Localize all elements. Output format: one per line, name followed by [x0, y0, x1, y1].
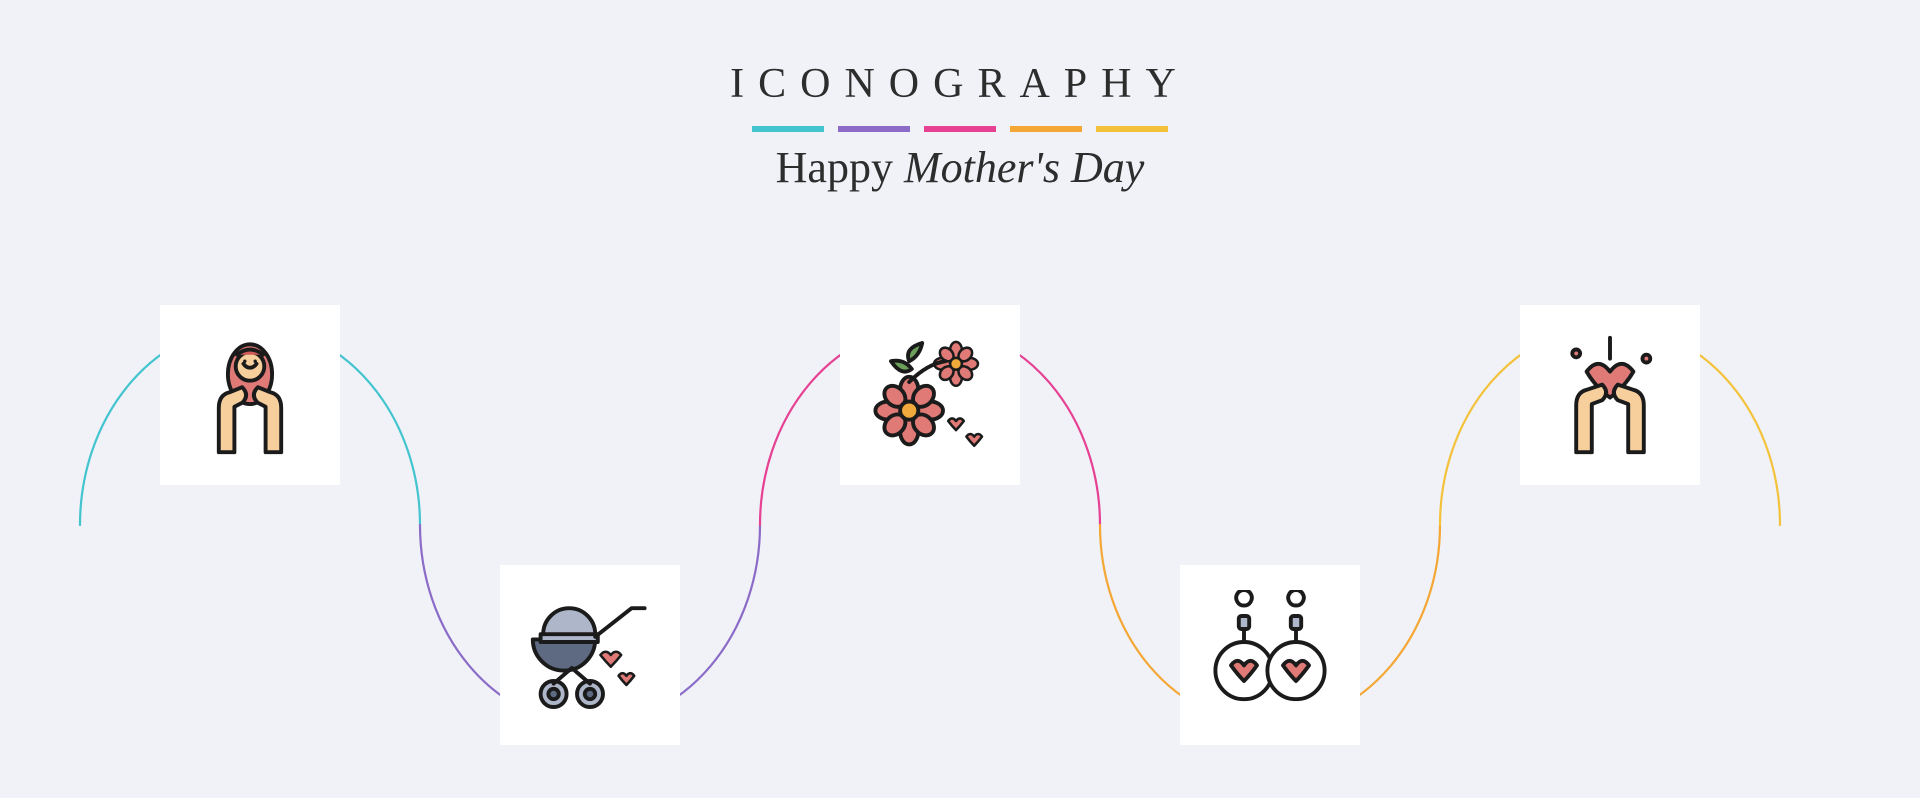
icon-tile-heart-hands	[1520, 305, 1700, 485]
icon-tile-earrings	[1180, 565, 1360, 745]
stage: ICONOGRAPHY Happy Mother's Day	[0, 0, 1920, 798]
stroller-icon	[525, 590, 655, 720]
heart-hands-icon	[1545, 330, 1675, 460]
icon-tile-stroller	[500, 565, 680, 745]
baby-hands-icon	[185, 330, 315, 460]
icon-tile-baby	[160, 305, 340, 485]
earrings-icon	[1205, 590, 1335, 720]
icon-tile-flowers	[840, 305, 1020, 485]
flowers-icon	[865, 330, 995, 460]
